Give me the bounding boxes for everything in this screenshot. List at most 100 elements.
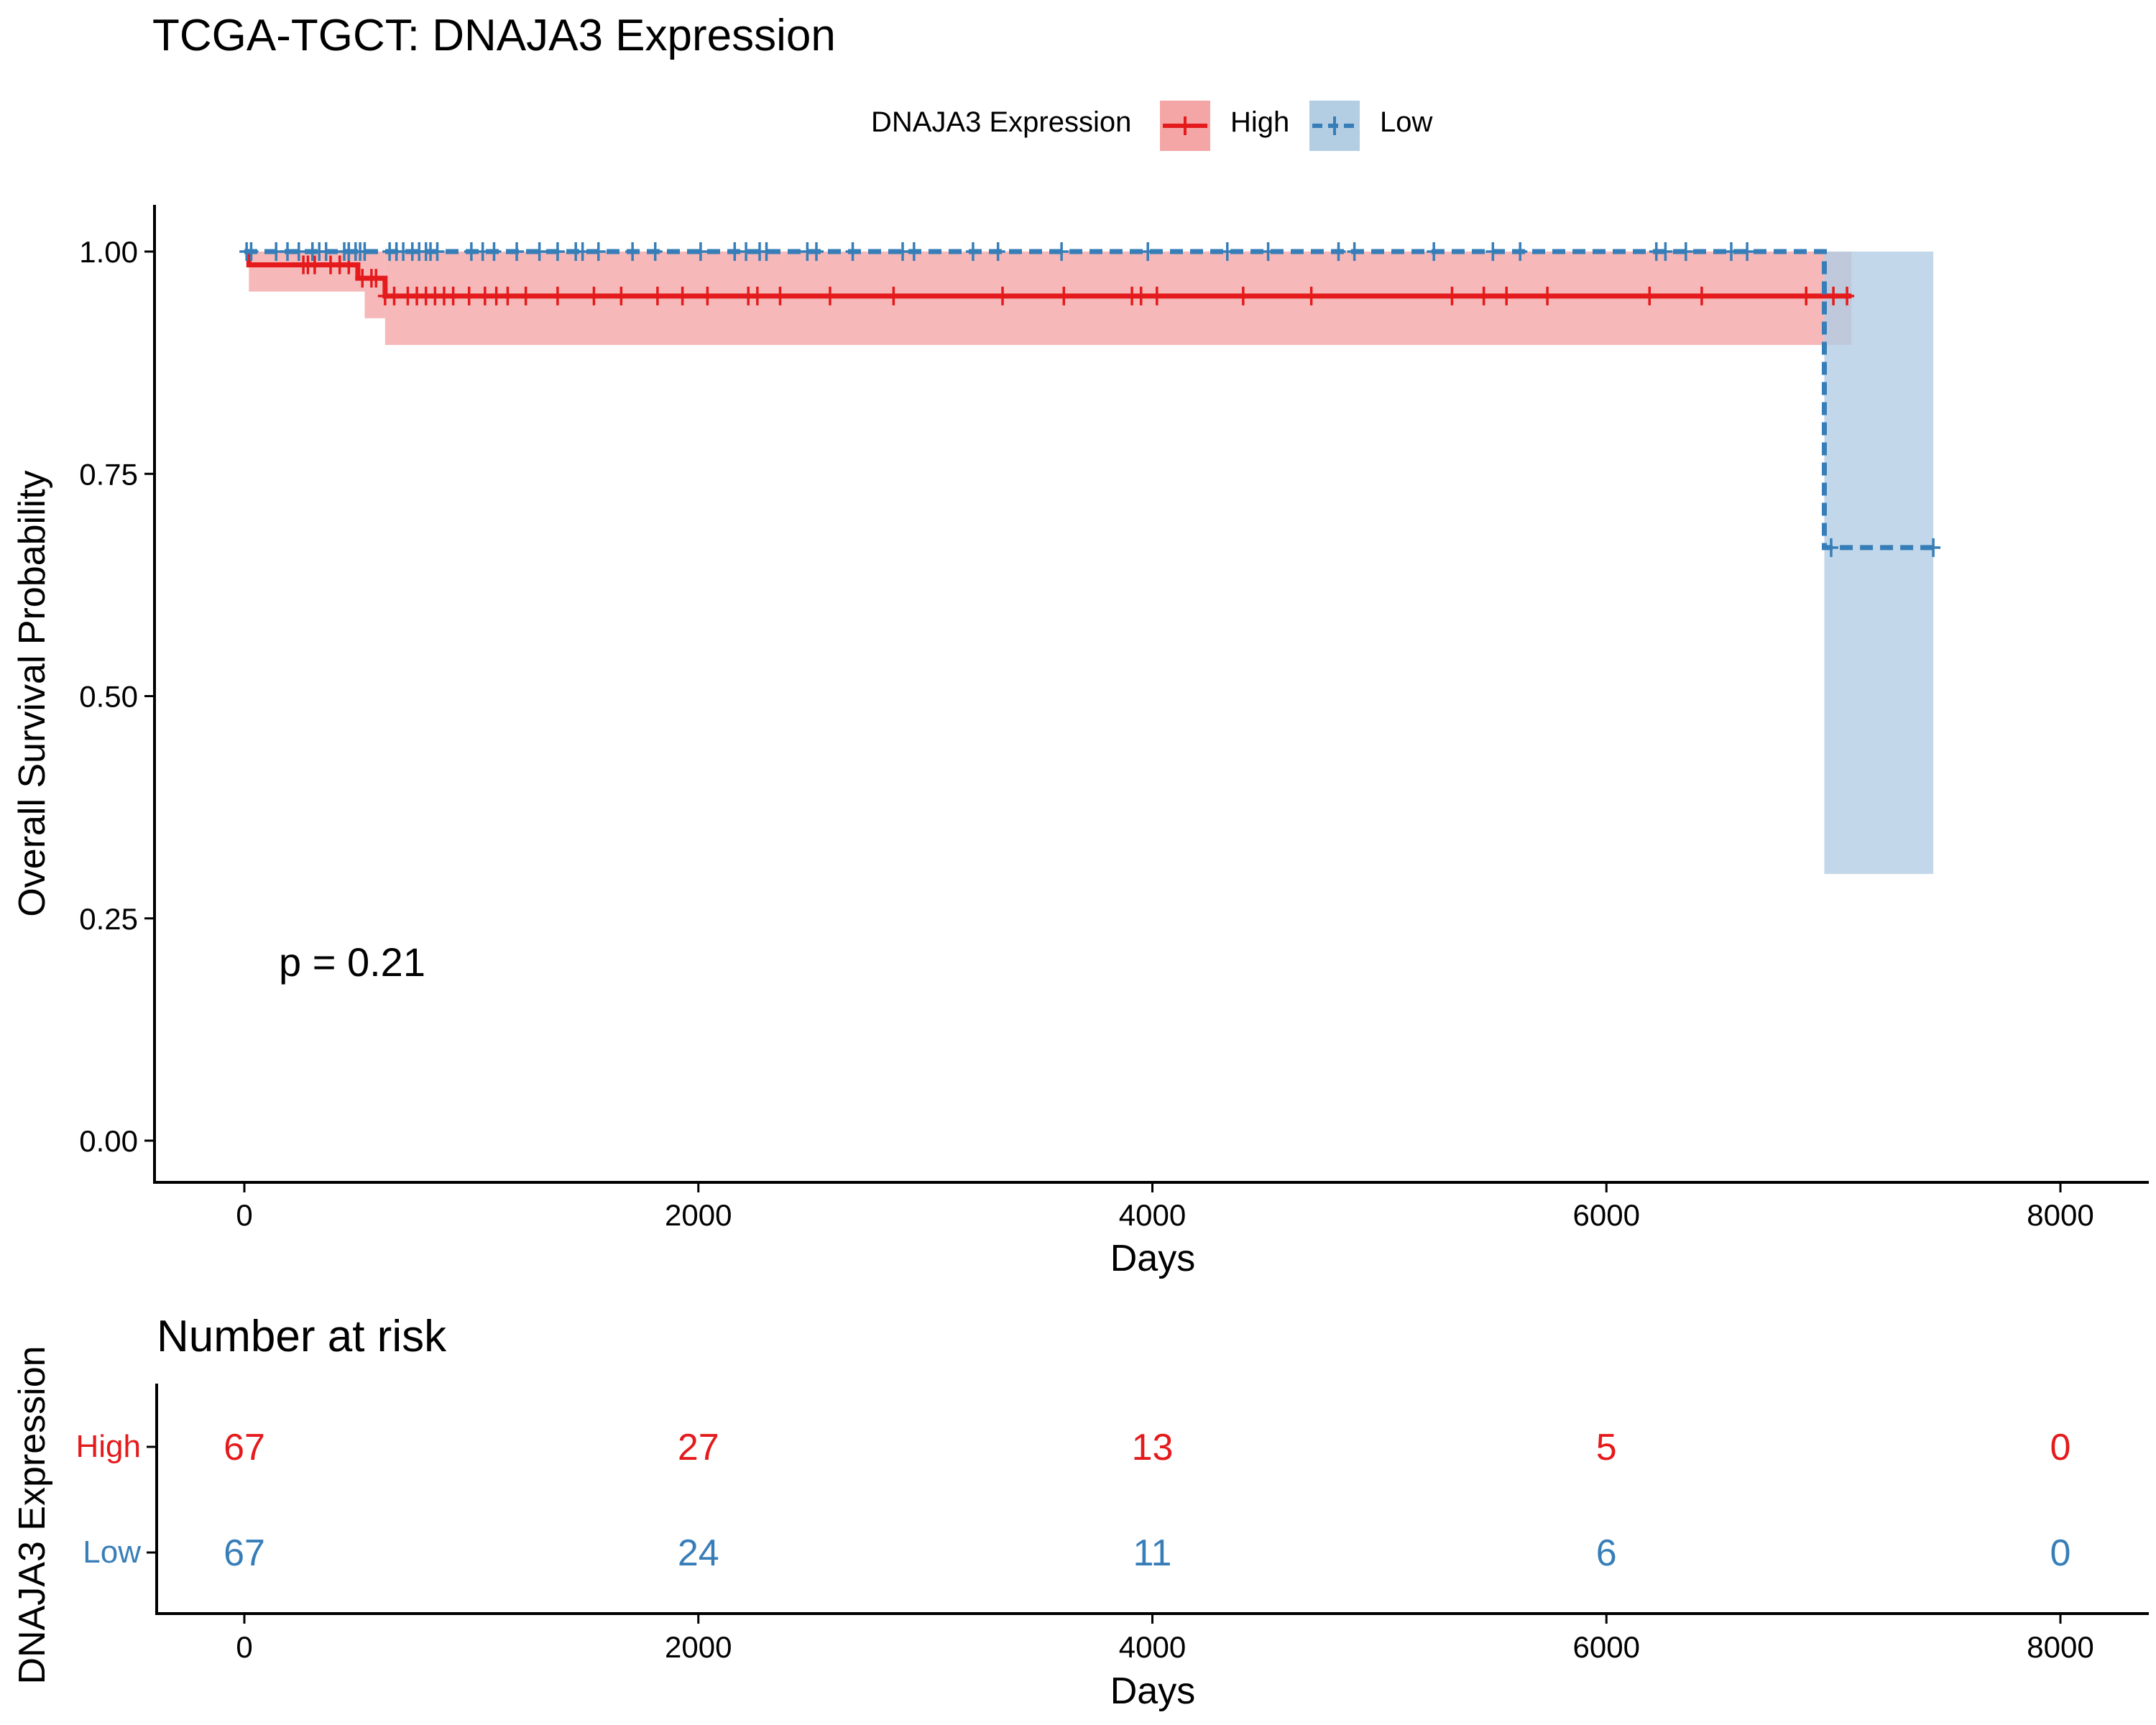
censor-mark-low: [1347, 242, 1362, 261]
censor-mark-low: [693, 242, 708, 261]
y-axis-ticks: 0.00 0.25 0.50 0.75 1.00: [79, 235, 155, 1158]
censor-mark-low: [510, 242, 525, 261]
censor-mark-low: [1513, 242, 1528, 261]
censor-mark-low: [487, 242, 502, 261]
censor-mark-high: [1840, 286, 1855, 305]
legend-label-high: High: [1230, 106, 1290, 138]
risk-x-tick-label: 6000: [1573, 1630, 1640, 1664]
censor-mark-high: [700, 286, 715, 305]
risk-count-low: 11: [1133, 1532, 1172, 1574]
censor-mark-high: [675, 286, 690, 305]
y-tick-label: 0.00: [79, 1124, 138, 1158]
censor-mark-high: [1133, 286, 1148, 305]
censor-mark-low: [244, 242, 259, 261]
y-tick-label: 0.50: [79, 680, 138, 714]
censor-mark-high: [1235, 286, 1250, 305]
censor-mark-low: [1485, 242, 1501, 261]
x-tick-label: 2000: [665, 1198, 732, 1232]
censor-mark-high: [369, 269, 384, 288]
chart-title: TCGA-TGCT: DNAJA3 Expression: [152, 11, 836, 60]
risk-count-high: 13: [1132, 1427, 1174, 1468]
censor-mark-high: [1499, 286, 1514, 305]
censor-mark-high: [446, 286, 461, 305]
risk-rows: High 67 27 13 5 0 Low 67 24 11 6 0: [76, 1427, 2071, 1574]
censor-mark-low: [532, 242, 547, 261]
censor-mark-low: [845, 242, 860, 261]
censor-mark-low: [809, 242, 824, 261]
censor-mark-high: [1540, 286, 1555, 305]
censor-mark-low: [1740, 242, 1755, 261]
x-axis-label: Days: [1110, 1238, 1195, 1279]
risk-x-axis-label: Days: [1110, 1670, 1195, 1712]
censor-mark-low: [990, 242, 1005, 261]
x-axis-ticks: 0 2000 4000 6000 8000: [236, 1182, 2094, 1232]
censor-mark-low: [1926, 538, 1941, 557]
censor-mark-low: [291, 242, 306, 261]
legend-title: DNAJA3 Expression: [871, 106, 1132, 138]
y-tick-label: 1.00: [79, 235, 138, 269]
risk-row-label-low: Low: [83, 1535, 141, 1570]
censor-mark-low: [1141, 242, 1156, 261]
censor-marks: [239, 242, 1941, 557]
censor-mark-high: [1304, 286, 1319, 305]
censor-mark-low: [591, 242, 606, 261]
censor-mark-high: [886, 286, 901, 305]
censor-mark-high: [387, 286, 402, 305]
risk-y-axis-label: DNAJA3 Expression: [11, 1346, 53, 1684]
censor-mark-low: [357, 242, 372, 261]
x-tick-label: 4000: [1119, 1198, 1186, 1232]
censor-mark-high: [614, 286, 629, 305]
censor-mark-high: [750, 286, 765, 305]
risk-count-low: 0: [2050, 1532, 2071, 1574]
censor-mark-low: [1331, 242, 1346, 261]
censor-mark-high: [550, 286, 565, 305]
censor-mark-low: [575, 242, 590, 261]
x-tick-label: 6000: [1573, 1198, 1640, 1232]
y-tick-label: 0.75: [79, 457, 138, 491]
censor-mark-high: [1149, 286, 1164, 305]
censor-mark-high: [1445, 286, 1460, 305]
censor-mark-low: [1054, 242, 1069, 261]
censor-mark-high: [1056, 286, 1072, 305]
legend-label-low: Low: [1380, 106, 1433, 138]
censor-mark-low: [648, 242, 663, 261]
censor-mark-low: [1261, 242, 1276, 261]
censor-mark-high: [995, 286, 1010, 305]
censor-mark-low: [1678, 242, 1693, 261]
censor-mark-high: [1694, 286, 1709, 305]
censor-mark-low: [1823, 538, 1838, 557]
survival-plot: 0.00 0.25 0.50 0.75 1.00 0 2000 4000 6000 8000 D…: [11, 205, 2149, 1279]
censor-mark-low: [1723, 242, 1738, 261]
risk-count-low: 24: [678, 1532, 719, 1574]
risk-count-low: 6: [1596, 1532, 1617, 1574]
risk-count-high: 67: [224, 1427, 265, 1468]
ci-band-low: [1824, 252, 1934, 874]
censor-mark-low: [965, 242, 980, 261]
survival-curve-low: [244, 249, 1934, 551]
risk-x-axis-ticks: 0 2000 4000 6000 8000: [236, 1614, 2094, 1664]
risk-x-tick-label: 4000: [1119, 1630, 1186, 1664]
censor-mark-low: [906, 242, 921, 261]
legend-key-high: [1160, 101, 1210, 151]
risk-count-high: 27: [678, 1427, 719, 1468]
censor-mark-low: [318, 242, 333, 261]
censor-mark-low: [430, 242, 445, 261]
censor-mark-high: [1799, 286, 1814, 305]
censor-mark-high: [461, 286, 476, 305]
risk-x-tick-label: 2000: [665, 1630, 732, 1664]
y-tick-label: 0.25: [79, 902, 138, 936]
censor-mark-high: [1826, 286, 1841, 305]
censor-mark-low: [550, 242, 565, 261]
y-axis-label: Overall Survival Probability: [11, 470, 53, 916]
censor-mark-high: [650, 286, 665, 305]
legend: DNAJA3 Expression High Low: [0, 101, 2156, 158]
risk-row-label-high: High: [76, 1429, 142, 1464]
x-tick-label: 8000: [2027, 1198, 2093, 1232]
risk-count-low: 67: [224, 1532, 265, 1574]
x-tick-label: 0: [236, 1198, 252, 1232]
censor-mark-low: [739, 242, 754, 261]
censor-mark-high: [1642, 286, 1657, 305]
censor-mark-high: [307, 255, 322, 275]
risk-x-tick-label: 8000: [2027, 1630, 2093, 1664]
